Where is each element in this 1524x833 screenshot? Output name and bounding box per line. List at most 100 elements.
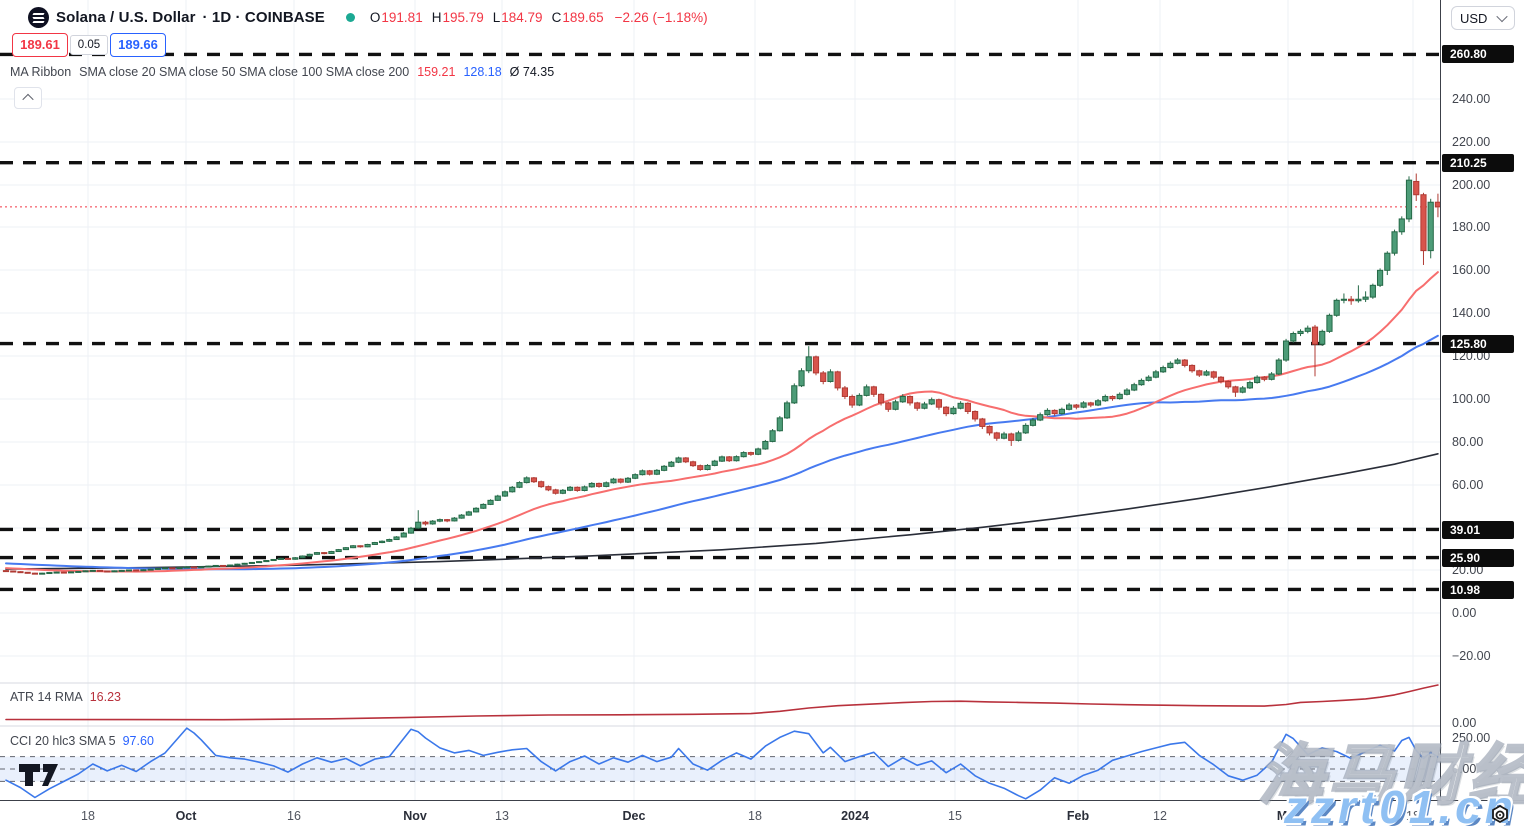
candle-body xyxy=(1297,330,1304,335)
price-axis-label: 220.00 xyxy=(1452,135,1491,149)
price-chart-canvas[interactable] xyxy=(0,0,1440,800)
candle-body xyxy=(378,540,386,544)
symbol-title[interactable]: Solana / U.S. Dollar xyxy=(56,9,196,26)
candle-body xyxy=(1008,433,1015,441)
buy-button[interactable]: 189.66 xyxy=(110,33,166,57)
candle-body xyxy=(284,557,292,560)
candle-body xyxy=(415,521,422,529)
ma-ribbon-params: SMA close 20 SMA close 50 SMA close 100 … xyxy=(79,65,410,79)
atr-legend[interactable]: ATR 14 RMA 16.23 xyxy=(10,690,121,704)
candle-body xyxy=(1369,284,1376,298)
price-axis[interactable]: USD 240.00 220.00 200.00 180.00 160.00 140.00… xyxy=(1440,0,1524,800)
candle-body xyxy=(422,521,429,525)
cci-legend[interactable]: CCI 20 hlc3 SMA 5 97.60 xyxy=(10,734,154,748)
candle-body xyxy=(1282,340,1290,361)
candle-body xyxy=(234,563,241,566)
candle-body xyxy=(1174,359,1181,364)
candle-body xyxy=(1348,298,1355,302)
tradingview-logo-icon[interactable] xyxy=(18,762,60,793)
price-axis-label: 160.00 xyxy=(1452,263,1491,277)
candle-body xyxy=(89,569,96,572)
candle-body xyxy=(1376,269,1384,286)
candle-body xyxy=(31,572,39,575)
price-axis-label: 80.00 xyxy=(1452,435,1484,449)
candle-body xyxy=(885,402,892,410)
candle-body xyxy=(1138,379,1145,386)
candle-body xyxy=(17,571,24,574)
price-axis-label: 240.00 xyxy=(1452,92,1491,106)
currency-value: USD xyxy=(1460,10,1488,26)
candle-body xyxy=(133,569,140,572)
candle-body xyxy=(950,407,957,415)
cci-value: 97.60 xyxy=(122,734,154,748)
candle-body xyxy=(104,570,111,573)
candle-body xyxy=(581,486,588,491)
candle-body xyxy=(798,370,805,387)
candle-body xyxy=(1398,218,1405,233)
candle-body xyxy=(1275,359,1282,375)
gear-icon[interactable] xyxy=(1489,804,1511,831)
candle-body xyxy=(545,486,552,491)
candle-body xyxy=(1094,400,1102,406)
candle-body xyxy=(668,461,675,467)
candle-body xyxy=(82,570,89,573)
spread-value: 0.05 xyxy=(70,35,108,55)
candle-body xyxy=(393,536,400,541)
candle-body xyxy=(1123,389,1131,395)
ma-ribbon-legend[interactable]: MA Ribbon SMA close 20 SMA close 50 SMA … xyxy=(10,65,554,79)
price-axis-label: 0.00 xyxy=(1452,606,1477,620)
candle-body xyxy=(436,519,444,522)
sell-button[interactable]: 189.61 xyxy=(12,33,68,57)
candle-body xyxy=(292,557,299,560)
candle-body xyxy=(169,567,176,570)
candle-body xyxy=(2,570,10,573)
candle-body xyxy=(1420,194,1427,252)
candle-body xyxy=(646,470,653,475)
candle-body xyxy=(306,553,313,557)
candle-body xyxy=(118,569,125,572)
candle-body xyxy=(1196,370,1203,376)
sma50-line xyxy=(5,334,1439,571)
candle-body xyxy=(726,456,733,462)
candle-body xyxy=(928,399,935,405)
candle-body xyxy=(1340,298,1348,301)
symbol-meta[interactable]: · 1D · COINBASE xyxy=(202,9,325,26)
candle-body xyxy=(979,418,986,427)
candle-body xyxy=(1210,371,1217,378)
candle-body xyxy=(501,491,509,497)
candle-body xyxy=(357,545,364,548)
close-label: C xyxy=(551,10,562,25)
candle-body xyxy=(733,456,740,462)
candle-body xyxy=(791,385,798,404)
candle-body xyxy=(24,571,31,574)
candle-body xyxy=(755,448,762,455)
candle-body xyxy=(530,477,538,483)
candle-body xyxy=(841,387,849,397)
candle-body xyxy=(783,402,791,419)
time-axis[interactable]: 18 Oct 16 Nov 13 Dec 18 2024 15 Feb 12 Mar 18 xyxy=(0,800,1524,833)
candle-body xyxy=(1355,298,1362,302)
candle-body xyxy=(350,545,357,549)
candle-body xyxy=(111,570,118,573)
candle-body xyxy=(1102,395,1109,402)
market-status-dot-icon[interactable] xyxy=(345,13,355,22)
candle-body xyxy=(1413,180,1420,196)
candle-body xyxy=(516,482,523,488)
candle-body xyxy=(624,477,632,483)
candle-body xyxy=(241,562,248,565)
candle-body xyxy=(1427,201,1434,252)
candle-body xyxy=(1203,371,1210,376)
candle-body xyxy=(147,568,154,571)
time-axis-label: Mar xyxy=(1276,809,1300,823)
candle-body xyxy=(1181,359,1188,366)
time-axis-label: 16 xyxy=(287,809,301,823)
price-axis-label: 140.00 xyxy=(1452,306,1491,320)
candle-body xyxy=(183,566,190,569)
ma-ribbon-name: MA Ribbon xyxy=(10,65,72,79)
collapse-legend-button[interactable] xyxy=(14,87,42,109)
solana-logo-icon[interactable] xyxy=(28,7,49,28)
currency-dropdown[interactable]: USD xyxy=(1451,6,1515,30)
candle-body xyxy=(1029,419,1037,426)
price-axis-label: −20.00 xyxy=(1452,649,1491,663)
candle-body xyxy=(704,464,711,471)
